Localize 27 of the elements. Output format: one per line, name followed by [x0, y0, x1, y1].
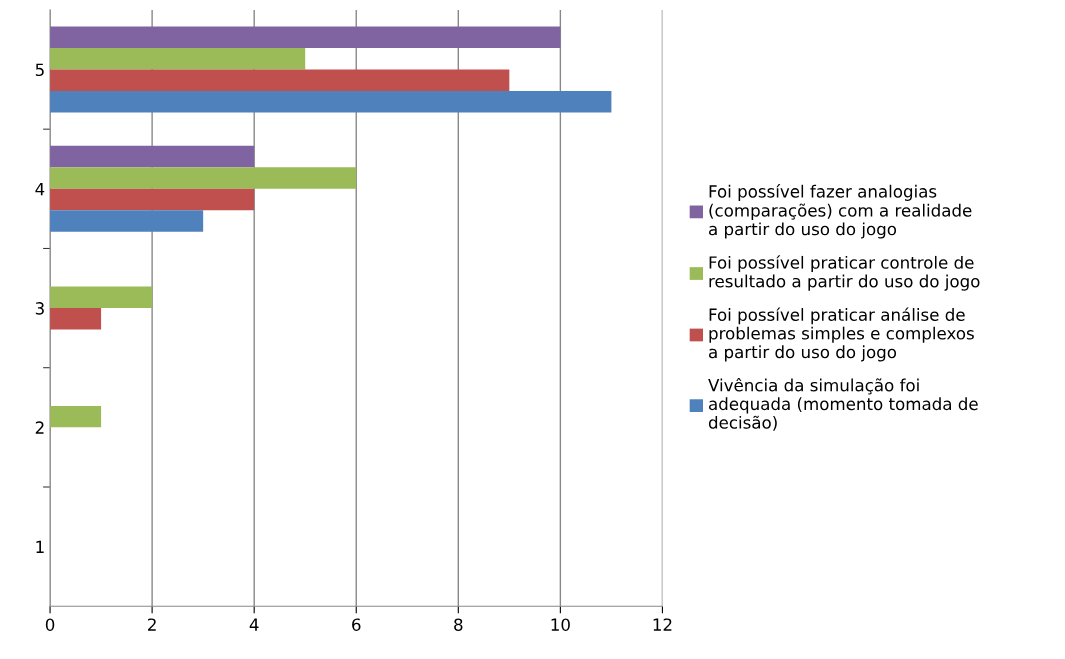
legend-label: Foi possível fazer analogias (comparações) com a realidade a partir do uso do jogo: [709, 184, 972, 239]
x-tick-label: 6: [352, 618, 361, 631]
bar: [50, 69, 510, 91]
bar: [50, 26, 561, 49]
bar: [50, 210, 204, 232]
y-tick-label: 4: [35, 182, 45, 196]
bar: [50, 167, 357, 189]
legend-label: Vivência da simulação foi adequada (momento tomada de decisão): [708, 377, 978, 431]
bar: [50, 48, 306, 70]
x-tick-label: 0: [45, 618, 55, 631]
bar: [50, 286, 153, 309]
bar: [50, 405, 102, 428]
legend-label: Foi possível praticar controle de resultado a partir do uso do jogo: [709, 255, 980, 291]
y-tick-label: 2: [35, 421, 44, 434]
y-tick-label: 3: [35, 302, 44, 315]
x-tick-label: 4: [249, 618, 259, 631]
x-tick-label: 8: [454, 618, 463, 631]
x-tick-label: 10: [551, 618, 570, 631]
bar: [50, 145, 255, 168]
bar: [50, 188, 255, 211]
x-tick-label: 2: [148, 618, 156, 631]
legend-label: Foi possível praticar análise de problemas simples e complexos a partir do uso do jogo: [709, 307, 974, 362]
y-tick-label: 1: [36, 540, 44, 553]
bar: [50, 90, 612, 113]
bar: [50, 308, 102, 330]
x-tick-label: 12: [653, 618, 672, 631]
y-tick-label: 5: [35, 63, 44, 77]
